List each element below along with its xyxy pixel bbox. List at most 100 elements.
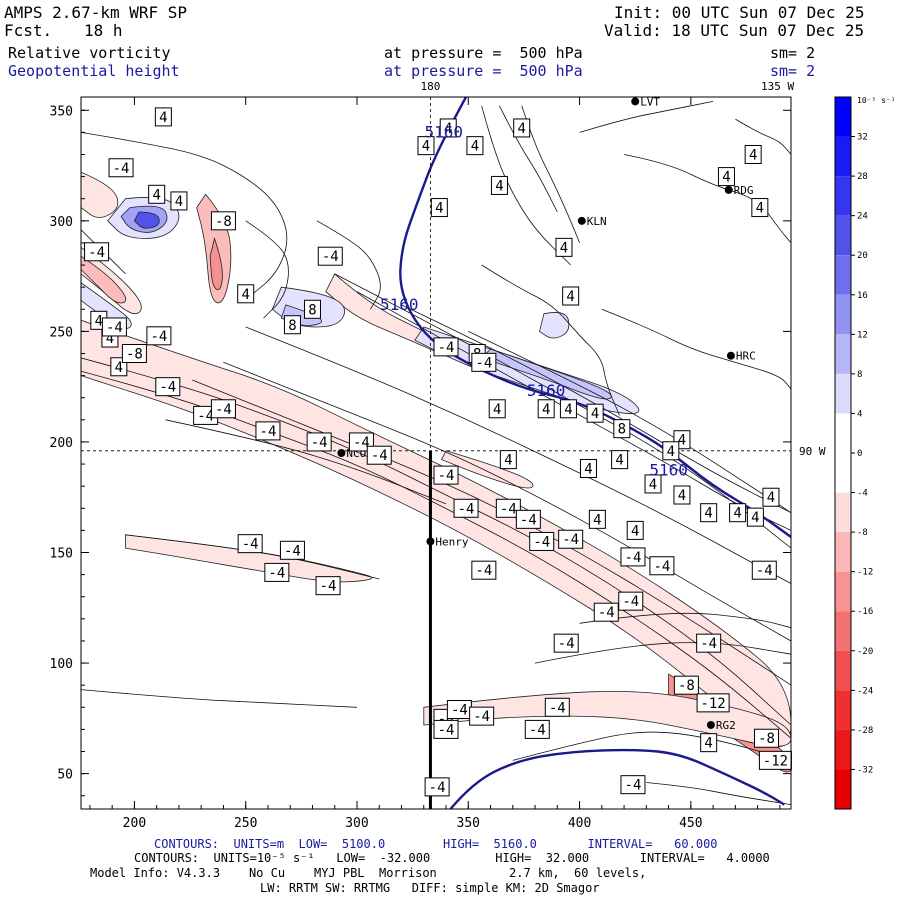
contour-label-box-71 (315, 576, 341, 596)
contour-label-17: 4 (95, 313, 103, 329)
vorticity-contour-27 (735, 118, 791, 155)
vorticity-band-7 (81, 171, 119, 218)
x-tick-label-300: 300 (345, 816, 368, 831)
contour-label-box-9 (717, 167, 735, 187)
forecast-label: Fcst. (4, 21, 53, 40)
contour-label-box-47 (155, 377, 181, 397)
contour-label-box-46 (471, 352, 497, 372)
contour-label-box-59 (558, 529, 584, 549)
contour-label-77: -4 (438, 722, 455, 738)
contour-label-box-20 (559, 399, 577, 419)
contour-label-85: -12 (763, 753, 788, 769)
contour-label-59: -4 (562, 532, 579, 548)
contour-label-35: 4 (704, 736, 712, 752)
contour-label-37: 8 (288, 318, 296, 334)
contour-label-1: 4 (444, 121, 452, 137)
contour-label-81: -8 (126, 346, 143, 362)
field1-smoothing: sm= 2 (770, 44, 816, 62)
contour-label-79: -4 (429, 780, 446, 796)
colorbar-segment-15 (835, 690, 851, 730)
contour-label-box-40 (108, 158, 134, 178)
contour-label-51: -4 (311, 435, 328, 451)
contour-label-36: 8 (308, 302, 316, 318)
contour-label-5: 4 (152, 187, 160, 203)
contour-label-box-28 (644, 474, 662, 494)
reference-lines (81, 97, 791, 809)
vorticity-contour-19 (624, 154, 791, 244)
colorbar-segment-16 (835, 729, 851, 770)
vorticity-contour-3 (165, 419, 447, 505)
contour-label-58: -4 (533, 534, 550, 550)
vorticity-contour-26 (579, 101, 714, 133)
contour-label-41: -4 (88, 245, 105, 261)
colorbar-tick-label-5: 12 (857, 330, 868, 340)
contour-label-box-3 (417, 136, 435, 156)
colorbar-segment-9 (835, 453, 851, 493)
contour-label-49: -4 (215, 402, 232, 418)
forecast-hour: 18 h (84, 21, 123, 40)
contour-label-18: 4 (493, 402, 501, 418)
contour-label-60: -4 (625, 550, 642, 566)
vorticity-contour-21 (534, 642, 791, 664)
contour-label-box-50 (255, 421, 281, 441)
vorticity-band-9 (209, 237, 223, 291)
contour-label-box-1 (439, 118, 457, 138)
vorticity-band-19 (539, 312, 570, 339)
colorbar-tick-label-0: 32 (857, 133, 868, 143)
colorbar-tick-label-4: 16 (857, 291, 868, 301)
height-labels: 5160 5160 5160 5160 (380, 122, 688, 479)
contour-label-27: 4 (767, 490, 775, 506)
contour-label-box-32 (746, 507, 764, 527)
contour-label-box-10 (744, 144, 762, 164)
contour-label-13: 4 (566, 289, 574, 305)
contour-label-69: -4 (284, 543, 301, 559)
contour-label-66: -4 (558, 636, 575, 652)
colorbar-tick-label-2: 24 (857, 212, 868, 222)
colorbar-segment-0 (835, 97, 851, 137)
station-hrc-label: HRC (736, 350, 756, 363)
contour-label-2: 4 (517, 121, 525, 137)
contour-label-67: -4 (700, 636, 717, 652)
footer-vorticity-contours: CONTOURS: UNITS=10⁻⁵ s⁻¹ LOW= -32.000 HI… (134, 851, 770, 865)
station-rdg-label: RDG (734, 184, 754, 197)
contour-label-61: -4 (653, 559, 670, 575)
contour-label-box-60 (620, 547, 646, 567)
colorbar-unit: 10⁻⁵ s⁻¹ (857, 96, 896, 105)
contour-label-box-83 (754, 728, 780, 748)
contour-label-14: 4 (241, 287, 249, 303)
contour-label-box-84 (696, 693, 730, 713)
colorbar-tick-label-6: 8 (857, 370, 862, 380)
contour-label-box-72 (544, 697, 570, 717)
contour-label-4: 4 (471, 139, 479, 155)
contour-label-box-53 (366, 445, 392, 465)
contour-label-47: -4 (159, 380, 176, 396)
contour-label-box-33 (588, 509, 606, 529)
contour-label-box-14 (237, 284, 255, 304)
contour-label-box-13 (562, 286, 580, 306)
colorbar-tick-label-12: -16 (857, 607, 873, 617)
vorticity-band-13 (480, 348, 612, 400)
colorbar-segment-3 (835, 215, 851, 256)
contour-label-box-19 (537, 399, 555, 419)
y-tick-label-250: 250 (50, 325, 73, 340)
contour-label-76: -4 (529, 722, 546, 738)
contour-label-box-8 (490, 175, 508, 195)
contour-label-32: 4 (751, 510, 759, 526)
contour-label-box-81 (121, 343, 147, 363)
valid-time: Valid: 18 UTC Sun 07 Dec 25 (604, 21, 865, 40)
contour-label-33: 4 (593, 512, 601, 528)
colorbar-segment-5 (835, 294, 851, 335)
colorbar-tick-label-1: 28 (857, 172, 868, 182)
contour-label-68: -4 (242, 537, 259, 553)
contour-label-63: -4 (475, 563, 492, 579)
contour-label-8: 4 (495, 178, 503, 194)
contour-label-box-4 (466, 136, 484, 156)
vorticity-band-18 (133, 211, 160, 229)
contour-label-box-75 (469, 706, 495, 726)
colorbar-tick-label-13: -20 (857, 647, 873, 657)
contour-label-6: 4 (175, 194, 183, 210)
vorticity-band-6 (81, 255, 127, 304)
contour-label-box-18 (488, 399, 506, 419)
vorticity-contour-22 (579, 612, 791, 629)
